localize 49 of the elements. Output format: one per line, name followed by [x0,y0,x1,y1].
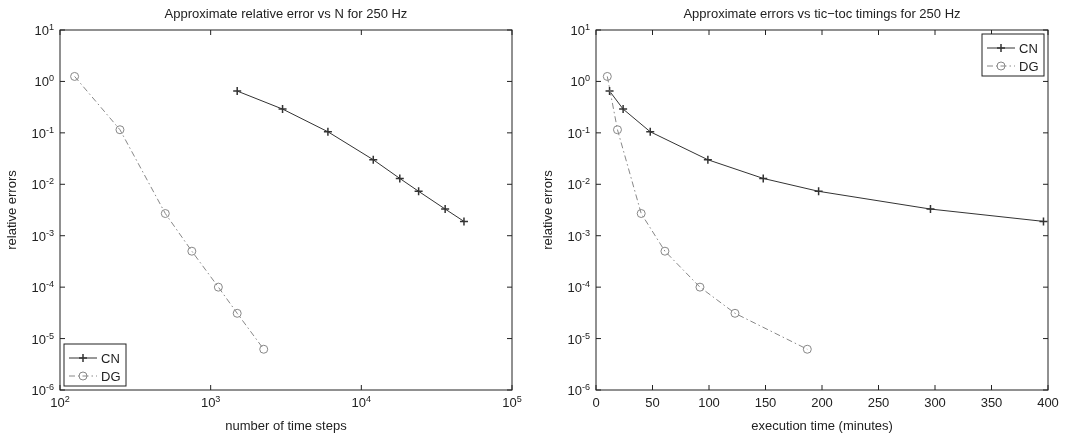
y-tick-label: 10$^{0}$ [34,73,54,90]
x-tick-label: 250 [867,395,890,410]
legend-label: DG [1019,59,1039,74]
point [695,282,705,292]
point [703,155,713,165]
point [612,125,622,135]
y-axis-title: relative errors [540,169,555,250]
point [730,308,740,318]
x-tick-label: 400 [1037,395,1059,410]
y-tick-label: 10$^{-1}$ [567,124,590,141]
x-tick-label: 300 [924,395,946,410]
y-tick-label: 10$^{-3}$ [31,227,54,244]
y-tick-label: 10$^{-2}$ [31,176,54,193]
x-axis-title: number of time steps [225,418,348,433]
y-tick-label: 10$^{-4}$ [567,279,590,296]
x-tick-label: 10$^{4}$ [351,394,372,410]
point [660,246,670,256]
legend-label: CN [101,351,120,366]
point [618,104,628,114]
y-tick-label: 10$^{-4}$ [31,279,54,296]
y-tick-label: 10$^{1}$ [570,22,590,38]
y-tick-label: 10$^{-5}$ [31,330,54,347]
x-tick-label: 150 [754,395,777,410]
legend-label: CN [1019,41,1038,56]
y-axis-title: relative errors [4,169,19,250]
x-tick-label: 350 [980,395,1003,410]
x-tick-label: 200 [811,395,833,410]
y-tick-label: 10$^{1}$ [34,22,54,38]
x-tick-label: 50 [645,395,660,410]
y-tick-label: 10$^{0}$ [570,73,590,90]
point [602,71,612,81]
point [645,127,655,137]
point [758,173,768,184]
y-tick-label: 10$^{-1}$ [31,124,54,141]
y-tick-label: 10$^{-6}$ [567,382,590,398]
point [802,344,812,354]
point [925,204,936,214]
point [636,209,646,219]
y-tick-label: 10$^{-3}$ [567,227,590,244]
x-axis-title: execution time (minutes) [751,418,893,433]
x-tick-label: 10$^{5}$ [502,394,522,410]
x-tick-label: 0 [592,395,600,410]
chart-title: Approximate errors vs tic−toc timings for 250 Hz [683,6,961,21]
x-tick-label: 100 [698,395,720,410]
legend-label: DG [101,369,121,384]
y-tick-label: 10$^{-5}$ [567,330,590,347]
chart-title: Approximate relative error vs N for 250 Hz [164,6,408,21]
x-tick-label: 10$^{3}$ [200,394,221,410]
y-tick-label: 10$^{-2}$ [567,176,590,193]
